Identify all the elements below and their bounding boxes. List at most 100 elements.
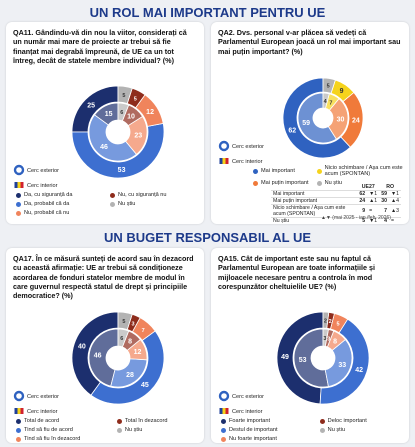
legend-item: Nu foarte important [221, 436, 312, 442]
table-row-label: Mai important [271, 190, 358, 198]
panel: 40 45 7 3 5 46 28 12 8 6 Cerc exterior Cerc interio… [6, 248, 204, 443]
legend: Da, cu siguranță da Da, probabil că da Nu,… [16, 192, 196, 216]
table-row: Mai puțin important 24 ▲1 30 ▲4 [271, 197, 401, 205]
legend-swatch [221, 427, 226, 433]
flag-icon [225, 158, 229, 164]
legend-swatch [316, 168, 322, 174]
table-change: ▲1 [367, 197, 380, 205]
segment-label: 49 [281, 354, 289, 361]
ring-legend-label: Cerc interior [232, 159, 263, 165]
segment-label: 40 [78, 344, 86, 351]
legend-swatch [16, 210, 21, 216]
table-change: ▼1 [367, 190, 380, 198]
summary-table: UE27 RO Mai important 62 ▼1 59 ▼1 Mai puțin imp… [271, 184, 401, 224]
segment-label: 12 [134, 349, 142, 356]
ring-legend-label: Cerc exterior [27, 168, 59, 174]
legend-item: Total de acord [16, 418, 109, 424]
donut-segment [282, 77, 351, 159]
donut-segment [117, 311, 133, 330]
segment-label: 8 [128, 339, 132, 346]
legend-label: Nu, cu siguranță nu [118, 192, 167, 198]
legend-item: Nu știu [319, 427, 401, 433]
ring-icon [13, 164, 25, 176]
ring-legend-label: Cerc exterior [232, 394, 264, 400]
donut-segment [117, 328, 130, 348]
donut-segment [322, 92, 330, 109]
table-value: 24 [357, 197, 368, 205]
segment-label: 5 [327, 84, 330, 90]
segment-label: 59 [302, 120, 310, 127]
table-value: 59 [379, 190, 389, 198]
legend-swatch [221, 418, 226, 424]
legend: Total de acord Tind să fiu de acord Tind s… [16, 418, 196, 442]
legend-item: Da, cu siguranță da [16, 192, 102, 198]
legend-item: Deloc important [319, 418, 401, 424]
legend-label: Foarte important [229, 418, 271, 424]
legend-item: Mai puțin important [253, 180, 309, 186]
legend-item: Nu știu [116, 427, 196, 433]
question: QA17. În ce măsură sunteți de acord sau … [13, 254, 194, 301]
legend-label: Nicio schimbare / Așa cum este acum (SPO… [324, 165, 403, 177]
legend-item: Mai important [253, 165, 309, 177]
legend-swatch [319, 427, 325, 433]
table-note: ▲▼ (mai 2025 - ian./feb. 2026) [321, 215, 391, 221]
legend-swatch [16, 192, 21, 198]
segment-label: 9 [340, 88, 344, 95]
question: QA15. Cât de important este sau nu faptu… [218, 254, 375, 292]
donut-segment [293, 328, 329, 388]
segment-label: 23 [134, 133, 142, 140]
segment-label: 8 [333, 339, 337, 346]
table-value: 9 [357, 204, 368, 218]
legend-item: Nu știu [316, 180, 403, 186]
ring-icon [218, 140, 230, 152]
segment-label: 5 [122, 93, 125, 99]
donut-segment [322, 77, 336, 94]
segment-label: 33 [338, 362, 346, 369]
legend-swatch [16, 201, 21, 207]
ring-icon [218, 390, 230, 402]
table-header-cell: UE27 [357, 184, 380, 191]
segment-label: 3 [323, 336, 326, 342]
legend-item: Tind să fiu în dezacord [16, 436, 109, 442]
segment-label: 25 [87, 102, 95, 109]
donut-segment [117, 102, 130, 122]
legend-label: Tind să fiu de acord [24, 427, 73, 433]
table-row: Nicio schimbare / Așa cum este acum (SPO… [271, 204, 401, 218]
table-row-label: Mai puțin important [271, 197, 358, 205]
table-change: = [367, 204, 380, 218]
segment-label: 42 [355, 367, 363, 374]
table-row: Nu știu 5 ▼1 4 = [271, 217, 401, 224]
table-change: ▼1 [367, 217, 380, 224]
segment-label: 28 [126, 372, 134, 379]
flag-icon [17, 182, 21, 188]
donut-segment [322, 311, 330, 329]
donut-segment [322, 328, 329, 347]
legend-label: Deloc important [327, 418, 367, 424]
flag-icon [219, 158, 223, 164]
table-change: ▼1 [388, 190, 401, 198]
table-value: 62 [357, 190, 368, 198]
table-row-label: Nicio schimbare / Așa cum este acum (SPO… [271, 204, 358, 218]
legend-swatch [253, 168, 258, 174]
legend-swatch [16, 418, 21, 424]
ring-legend-label: Cerc interior [232, 409, 263, 415]
legend-label: Total în dezacord [124, 418, 168, 424]
flag-icon [222, 408, 226, 414]
legend-swatch [319, 418, 325, 424]
legend-label: Total de acord [24, 418, 60, 424]
ring-legend-label: Cerc interior [27, 409, 58, 415]
legend-item: Total în dezacord [116, 418, 196, 424]
table-cell [271, 184, 358, 191]
legend-label: Nu știu [124, 427, 143, 433]
legend-swatch [110, 192, 115, 198]
table-change: = [388, 217, 401, 224]
legend-label: Destul de important [229, 427, 278, 433]
donut-segment [90, 330, 165, 405]
flag-icon [14, 182, 18, 188]
segment-label: 15 [105, 111, 113, 118]
donut-chart: 25 53 12 5 5 15 46 23 10 6 Cerc exterior Cerc inter… [13, 85, 165, 189]
segment-label: 46 [94, 353, 102, 360]
segment-label: 53 [299, 357, 307, 364]
panel: 62 24 9 5 59 30 7 4 Cerc exterior Cerc interior QA… [211, 22, 409, 224]
